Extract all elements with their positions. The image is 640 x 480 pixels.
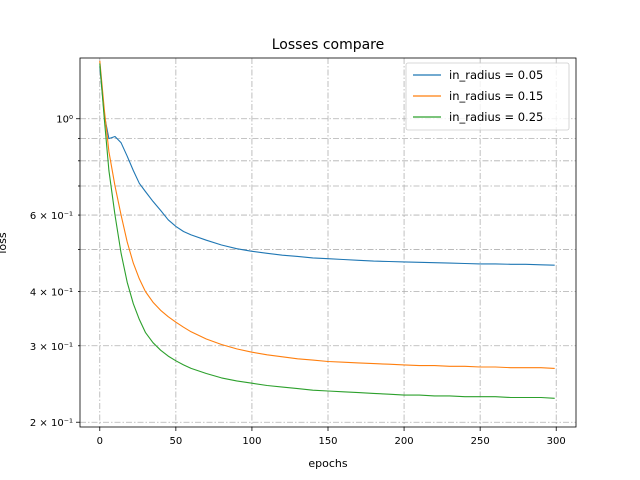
x-tick-label: 100 (242, 436, 261, 447)
y-tick-label: 3 × 10⁻¹ (30, 342, 73, 353)
y-axis-ticks: 2 × 10⁻¹ 10⁰ 3 × 10⁻¹ 4 × 10⁻¹ 6 × 10⁻¹ (30, 115, 80, 429)
series-line-3 (99, 63, 555, 399)
series-line-2 (99, 60, 555, 369)
y-tick-label: 6 × 10⁻¹ (30, 211, 73, 222)
y-tick-label: 2 × 10⁻¹ (30, 418, 73, 429)
legend: in_radius = 0.05 in_radius = 0.15 in_radiu… (405, 62, 570, 131)
chart-title: Losses compare (272, 37, 385, 53)
x-tick-label: 150 (318, 436, 337, 447)
x-tick-label: 300 (547, 436, 566, 447)
y-tick-label: 4 × 10⁻¹ (30, 288, 73, 299)
x-axis-label: epochs (308, 457, 347, 470)
series-lines (99, 60, 555, 399)
legend-box (405, 62, 570, 131)
legend-label-2: in_radius = 0.15 (449, 89, 543, 103)
y-axis-label: loss (0, 232, 9, 254)
legend-label-1: in_radius = 0.05 (449, 68, 543, 82)
y-tick-label: 10⁰ (56, 115, 73, 126)
x-axis-ticks: 0 50 100 150 200 250 300 (97, 427, 566, 447)
x-tick-label: 250 (471, 436, 490, 447)
series-line-1 (99, 66, 555, 266)
x-tick-label: 50 (169, 436, 182, 447)
legend-label-3: in_radius = 0.25 (449, 110, 543, 124)
x-tick-label: 0 (97, 436, 103, 447)
x-tick-label: 200 (395, 436, 414, 447)
